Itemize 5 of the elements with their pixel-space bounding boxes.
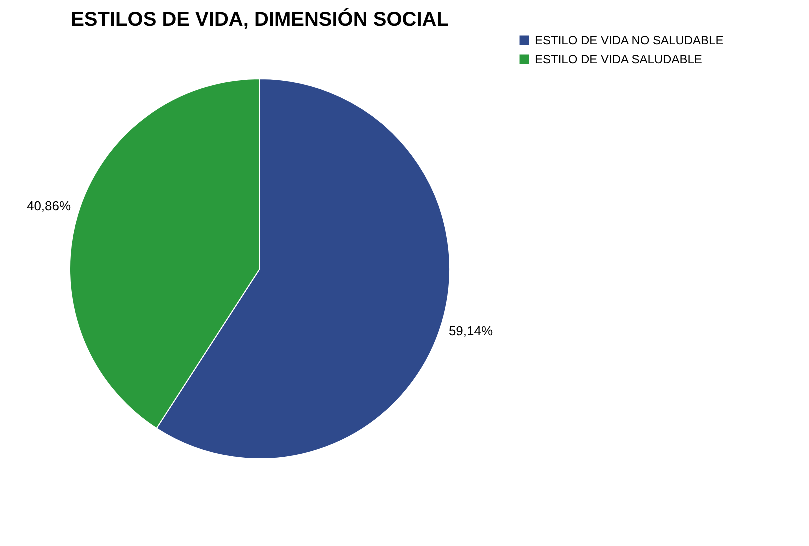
data-label: 40,86% [26, 198, 72, 214]
legend-label: ESTILO DE VIDA NO SALUDABLE [535, 34, 724, 48]
chart-title: ESTILOS DE VIDA, DIMENSIÓN SOCIAL [71, 8, 449, 31]
legend-label: ESTILO DE VIDA SALUDABLE [535, 52, 702, 66]
data-label: 59,14% [448, 323, 494, 338]
